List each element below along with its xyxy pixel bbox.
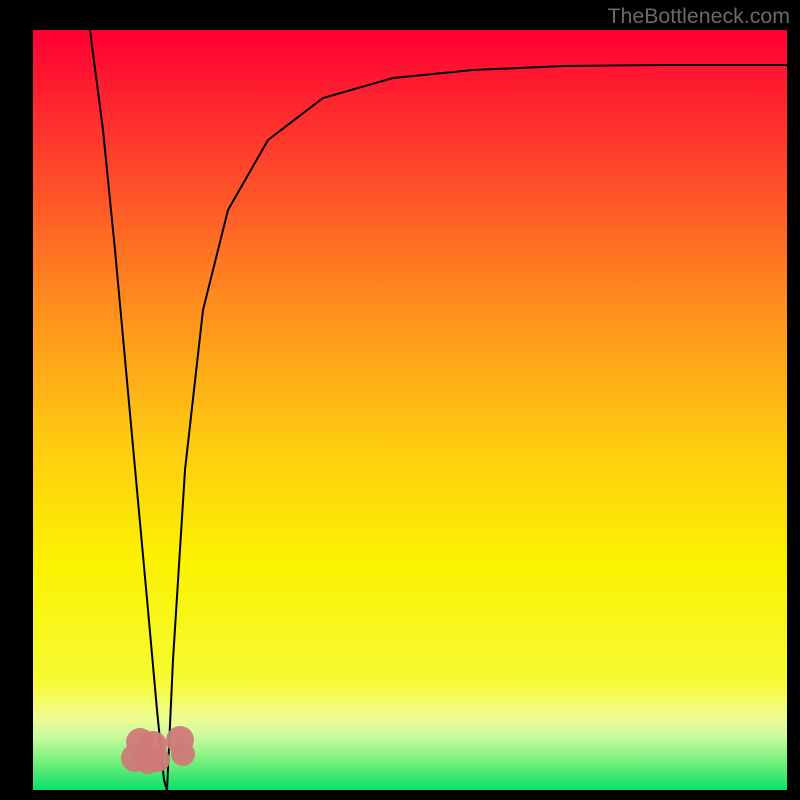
bottleneck-curve xyxy=(90,30,787,790)
watermark-text: TheBottleneck.com xyxy=(607,4,790,29)
curve-layer xyxy=(33,30,787,790)
highlight-marker xyxy=(171,742,195,766)
highlight-marker xyxy=(146,748,170,772)
figure-stage: TheBottleneck.com xyxy=(0,0,800,800)
plot-area xyxy=(33,30,787,790)
